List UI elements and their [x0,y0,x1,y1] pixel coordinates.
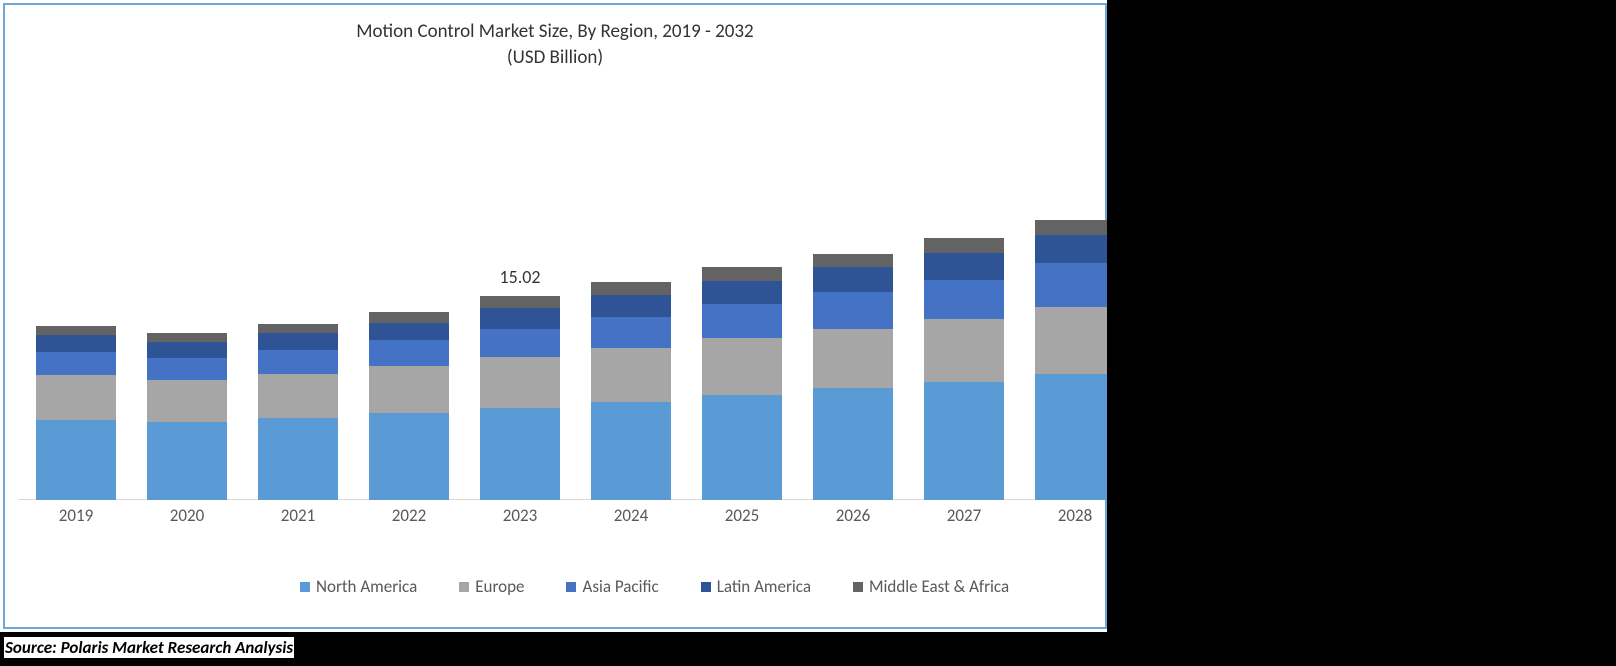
bar-segment [480,357,560,407]
bar-segment [813,329,893,389]
bar-segment [924,319,1004,382]
x-tick-label: 2027 [947,505,981,526]
bar-segment [813,254,893,268]
bar-segment [591,402,671,500]
bar-segment [924,253,1004,280]
bar-segment [258,350,338,374]
x-tick-label: 2023 [503,505,537,526]
bar-segment [591,282,671,295]
bar-segment [924,238,1004,252]
data-callout: 15.02 [499,266,540,288]
legend-swatch [459,582,469,592]
x-tick-label: 2020 [170,505,204,526]
overflow-mask [1107,0,1616,632]
x-tick-label: 2025 [725,505,759,526]
legend-label: Europe [475,576,524,597]
legend-item: Europe [459,576,524,597]
legend-item: Latin America [701,576,811,597]
chart-title-line1: Motion Control Market Size, By Region, 2… [5,19,1105,45]
bar-segment [36,326,116,336]
bar-segment [147,422,227,500]
bar-segment [147,358,227,380]
legend-item: North America [300,576,417,597]
bar-2026 [813,254,893,500]
bar-segment [480,408,560,500]
bar-segment [258,333,338,349]
bar-segment [369,340,449,366]
bar-segment [702,304,782,338]
bar-segment [36,375,116,420]
chart-title: Motion Control Market Size, By Region, 2… [5,19,1105,70]
bar-segment [702,395,782,500]
bar-segment [480,296,560,309]
bar-segment [369,413,449,500]
bar-segment [258,418,338,500]
source-attribution: Source: Polaris Market Research Analysis [4,637,294,658]
bar-segment [147,380,227,422]
bar-segment [924,280,1004,319]
legend-swatch [853,582,863,592]
bar-segment [591,348,671,402]
bar-segment [1035,374,1115,500]
bar-segment [591,295,671,317]
bar-2021 [258,324,338,500]
bar-2027 [924,238,1004,500]
bar-segment [147,333,227,342]
bar-segment [702,281,782,304]
x-tick-label: 2028 [1058,505,1092,526]
bar-2022 [369,312,449,500]
legend-label: North America [316,576,417,597]
bar-segment [36,335,116,351]
bar-segment [1035,307,1115,374]
bar-segment [369,312,449,322]
bar-segment [369,323,449,341]
bar-segment [147,342,227,358]
bar-2025 [702,267,782,500]
legend-label: Latin America [717,576,811,597]
x-tick-label: 2021 [281,505,315,526]
bar-2024 [591,282,671,500]
bar-segment [924,382,1004,500]
bar-segment [258,374,338,419]
bar-segment [258,324,338,334]
legend-item: Middle East & Africa [853,576,1009,597]
legend-swatch [300,582,310,592]
bar-segment [36,420,116,500]
x-tick-label: 2019 [59,505,93,526]
x-tick-label: 2022 [392,505,426,526]
legend-label: Asia Pacific [582,576,658,597]
bar-segment [813,267,893,291]
bar-segment [36,352,116,375]
bar-segment [1035,263,1115,307]
bar-segment [1035,235,1115,264]
legend-swatch [701,582,711,592]
legend-swatch [566,582,576,592]
x-tick-label: 2026 [836,505,870,526]
bar-2028 [1035,220,1115,500]
legend: North America Europe Asia Pacific Latin Ame… [300,576,1009,597]
bar-segment [369,366,449,413]
legend-item: Asia Pacific [566,576,658,597]
bar-segment [702,338,782,395]
bar-segment [813,388,893,500]
bar-segment [813,292,893,329]
x-tick-label: 2024 [614,505,648,526]
bar-segment [1035,220,1115,235]
legend-label: Middle East & Africa [869,576,1009,597]
chart-title-line2: (USD Billion) [5,45,1105,71]
bar-segment [702,267,782,281]
bar-segment [591,317,671,348]
bar-segment [480,329,560,358]
bar-2019 [36,326,116,500]
bar-segment [480,308,560,328]
bar-2020 [147,333,227,500]
bar-2023 [480,296,560,500]
